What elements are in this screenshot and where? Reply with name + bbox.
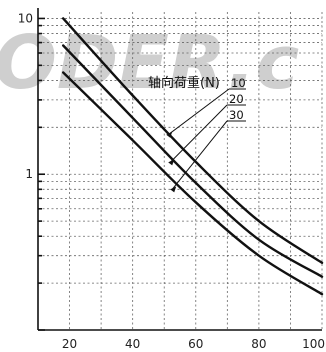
series-line-10	[62, 17, 324, 264]
legend-leader-30	[171, 120, 228, 190]
series-line-30	[62, 71, 324, 296]
x-tick-label: 20	[62, 337, 77, 351]
legend-leader-10	[167, 88, 230, 136]
y-tick-label: 10	[18, 11, 33, 25]
legend-arrowhead-30	[170, 186, 177, 193]
axis-layer	[37, 8, 322, 331]
legend-leader-20	[169, 104, 228, 163]
legend-layer: 轴向荷重(N) 10 20 30	[148, 75, 246, 193]
x-tick-label: 100	[302, 337, 325, 351]
watermark-layer: ODER.c	[0, 20, 299, 106]
legend-label-30: 30	[229, 108, 244, 122]
legend-label-10: 10	[231, 76, 246, 90]
x-tick-label: 40	[125, 337, 140, 351]
series-line-20	[62, 44, 324, 278]
x-tick-label: 60	[188, 337, 203, 351]
legend-title: 轴向荷重(N)	[148, 75, 220, 91]
legend-arrowhead-10	[166, 131, 173, 138]
y-tick-label: 1	[25, 167, 33, 181]
x-tick-label: 80	[251, 337, 266, 351]
legend-label-20: 20	[229, 92, 244, 106]
legend-arrowhead-20	[168, 159, 175, 166]
watermark: ODER.c	[0, 20, 299, 106]
tick-layer: 1 10 20 40 60 80 100	[18, 11, 325, 351]
curve-layer	[62, 17, 324, 296]
